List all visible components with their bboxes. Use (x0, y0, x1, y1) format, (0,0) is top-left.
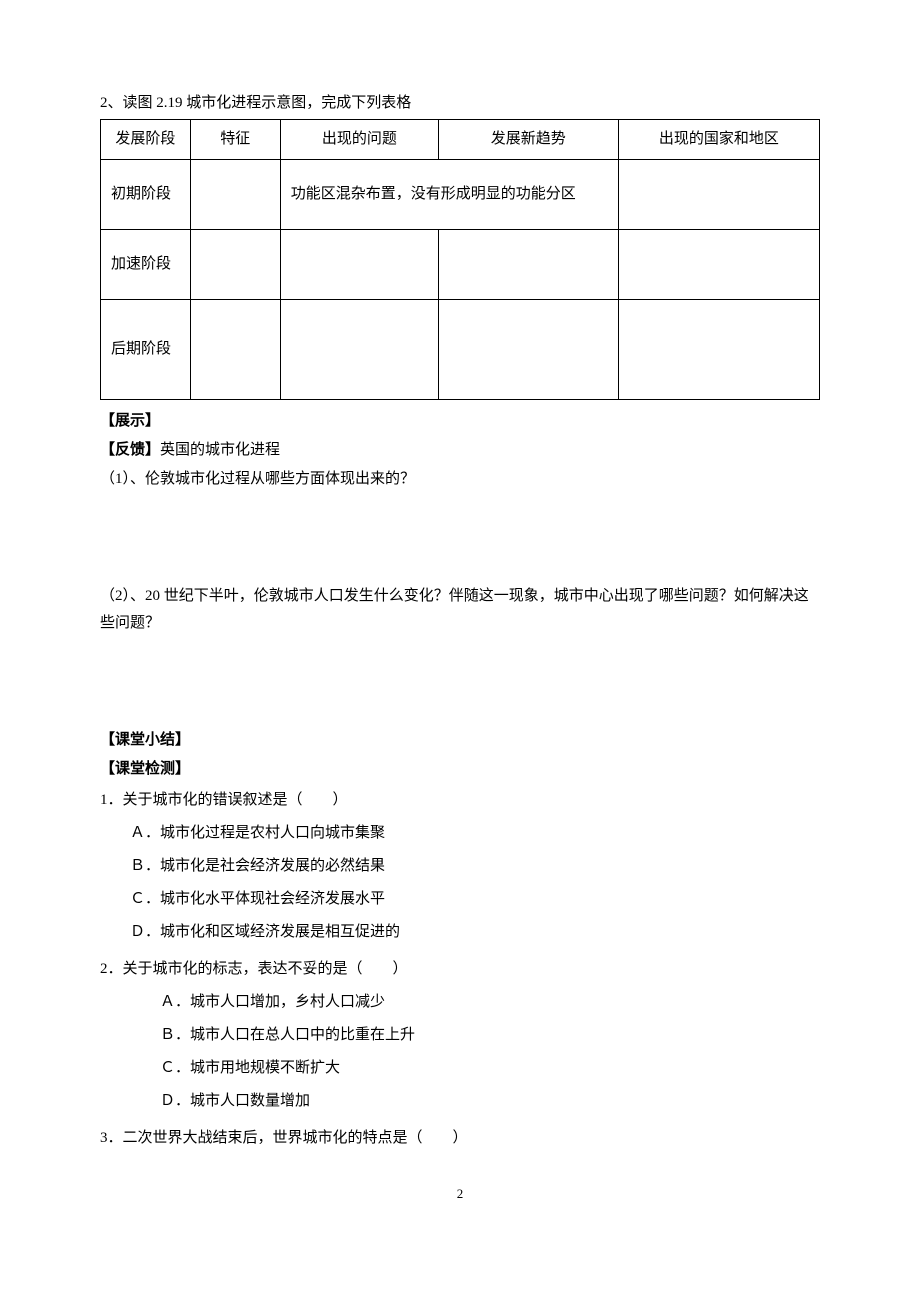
cell-countries (618, 160, 819, 230)
table-row: 加速阶段 (101, 230, 820, 300)
quiz-option: Ｃ．城市用地规模不断扩大 (160, 1055, 820, 1082)
quiz-option: Ｄ．城市人口数量增加 (160, 1088, 820, 1115)
section-display: 【展示】 (100, 408, 820, 435)
section-feedback: 【反馈】英国的城市化进程 (100, 437, 820, 464)
feedback-question-2: （2）、20 世纪下半叶，伦敦城市人口发生什么变化？伴随这一现象，城市中心出现了… (100, 583, 820, 637)
cell-feature (190, 230, 280, 300)
cell-problems (280, 300, 438, 400)
cell-countries (618, 300, 819, 400)
cell-trend (438, 230, 618, 300)
quiz-option: Ｂ．城市人口在总人口中的比重在上升 (160, 1022, 820, 1049)
quiz-container: 1．关于城市化的错误叙述是（ ） Ａ．城市化过程是农村人口向城市集聚 Ｂ．城市化是社… (100, 787, 820, 1152)
feedback-question-1: （1）、伦敦城市化过程从哪些方面体现出来的？ (100, 466, 820, 493)
quiz-question-stem: 2．关于城市化的标志，表达不妥的是（ ） (100, 956, 820, 983)
quiz-option: Ｃ．城市化水平体现社会经济发展水平 (130, 886, 820, 913)
quiz-question-stem: 3．二次世界大战结束后，世界城市化的特点是（ ） (100, 1125, 820, 1152)
quiz-option: Ａ．城市化过程是农村人口向城市集聚 (130, 820, 820, 847)
quiz-option: Ｄ．城市化和区域经济发展是相互促进的 (130, 919, 820, 946)
page-number: 2 (90, 1182, 830, 1205)
quiz-option: Ａ．城市人口增加，乡村人口减少 (160, 989, 820, 1016)
col-header-problems: 出现的问题 (280, 120, 438, 160)
quiz-options: Ａ．城市人口增加，乡村人口减少 Ｂ．城市人口在总人口中的比重在上升 Ｃ．城市用地规模… (160, 989, 820, 1115)
quiz-question-stem: 1．关于城市化的错误叙述是（ ） (100, 787, 820, 814)
col-header-feature: 特征 (190, 120, 280, 160)
display-label: 【展示】 (100, 413, 160, 429)
cell-feature (190, 300, 280, 400)
table-row: 初期阶段 功能区混杂布置，没有形成明显的功能分区 (101, 160, 820, 230)
quiz-option: Ｂ．城市化是社会经济发展的必然结果 (130, 853, 820, 880)
cell-stage: 后期阶段 (101, 300, 191, 400)
section-summary: 【课堂小结】 (100, 727, 820, 754)
col-header-trend: 发展新趋势 (438, 120, 618, 160)
table-header-row: 发展阶段 特征 出现的问题 发展新趋势 出现的国家和地区 (101, 120, 820, 160)
feedback-label: 【反馈】 (100, 442, 160, 458)
cell-problems-trend-merged: 功能区混杂布置，没有形成明显的功能分区 (280, 160, 618, 230)
table-row: 后期阶段 (101, 300, 820, 400)
col-header-countries: 出现的国家和地区 (618, 120, 819, 160)
cell-stage: 加速阶段 (101, 230, 191, 300)
urbanization-stages-table: 发展阶段 特征 出现的问题 发展新趋势 出现的国家和地区 初期阶段 功能区混杂布… (100, 119, 820, 400)
col-header-stage: 发展阶段 (101, 120, 191, 160)
intro-text: 2、读图 2.19 城市化进程示意图，完成下列表格 (100, 90, 820, 117)
cell-problems (280, 230, 438, 300)
cell-trend (438, 300, 618, 400)
section-test: 【课堂检测】 (100, 756, 820, 783)
cell-feature (190, 160, 280, 230)
quiz-options: Ａ．城市化过程是农村人口向城市集聚 Ｂ．城市化是社会经济发展的必然结果 Ｃ．城市化水… (130, 820, 820, 946)
cell-countries (618, 230, 819, 300)
feedback-text: 英国的城市化进程 (160, 442, 280, 458)
cell-stage: 初期阶段 (101, 160, 191, 230)
